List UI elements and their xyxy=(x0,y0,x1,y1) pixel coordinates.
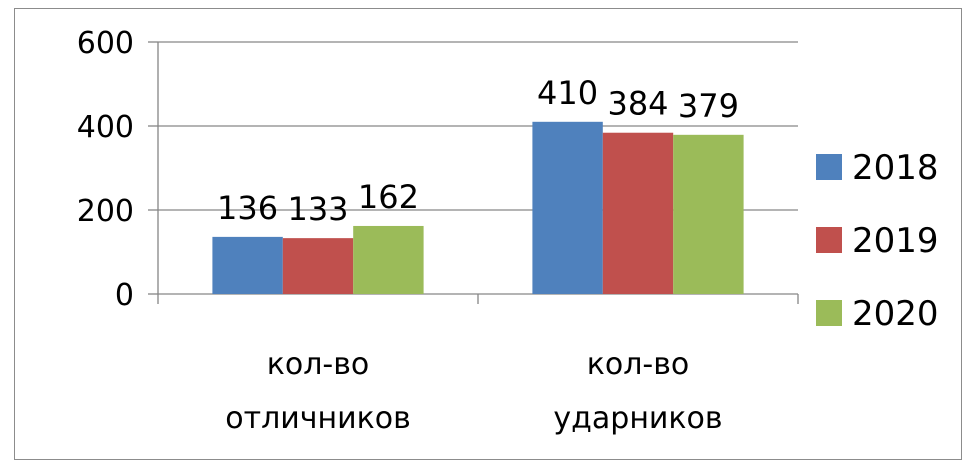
x-category-label-line: кол-во xyxy=(267,347,370,382)
bar-2020-cat-1 xyxy=(673,134,744,294)
data-label-2020-cat-0: 162 xyxy=(358,178,419,216)
x-category-label-line: кол-во xyxy=(587,347,690,382)
data-labels: 136 133 162 410 384 379 xyxy=(217,74,739,228)
legend-label-2018: 2018 xyxy=(852,148,939,188)
chart-frame xyxy=(14,8,962,460)
y-axis-tick-labels: 0 200 400 600 xyxy=(77,26,134,313)
y-tick-label: 200 xyxy=(77,194,134,229)
y-tick-label: 400 xyxy=(77,110,134,145)
legend-label-2019: 2019 xyxy=(852,221,939,261)
bars xyxy=(212,121,744,294)
data-label-2019-cat-1: 384 xyxy=(607,85,668,123)
bar-2020-cat-0 xyxy=(353,225,424,294)
x-category-label-line: ударников xyxy=(553,401,722,436)
y-tick-label: 0 xyxy=(115,278,134,313)
y-tick-label: 600 xyxy=(77,26,134,61)
x-axis-category-labels: кол-во отличников кол-во ударников xyxy=(225,347,722,436)
data-label-2018-cat-1: 410 xyxy=(537,74,598,112)
x-category-label-1: кол-во ударников xyxy=(553,347,722,436)
bar-2019-cat-1 xyxy=(602,132,674,294)
data-label-2019-cat-0: 133 xyxy=(287,190,348,228)
data-label-2020-cat-1: 379 xyxy=(678,87,739,125)
legend-label-2020: 2020 xyxy=(852,294,939,334)
legend-swatch-2020 xyxy=(816,300,842,326)
x-category-label-line: отличников xyxy=(225,401,411,436)
bar-2018-cat-1 xyxy=(532,121,603,294)
legend-swatch-2018 xyxy=(816,154,842,180)
bar-2018-cat-0 xyxy=(212,236,283,294)
legend-swatch-2019 xyxy=(816,227,842,253)
data-label-2018-cat-0: 136 xyxy=(217,189,278,227)
x-category-label-0: кол-во отличников xyxy=(225,347,411,436)
bar-2019-cat-0 xyxy=(282,238,354,294)
legend: 2018 2019 2020 xyxy=(816,148,939,334)
